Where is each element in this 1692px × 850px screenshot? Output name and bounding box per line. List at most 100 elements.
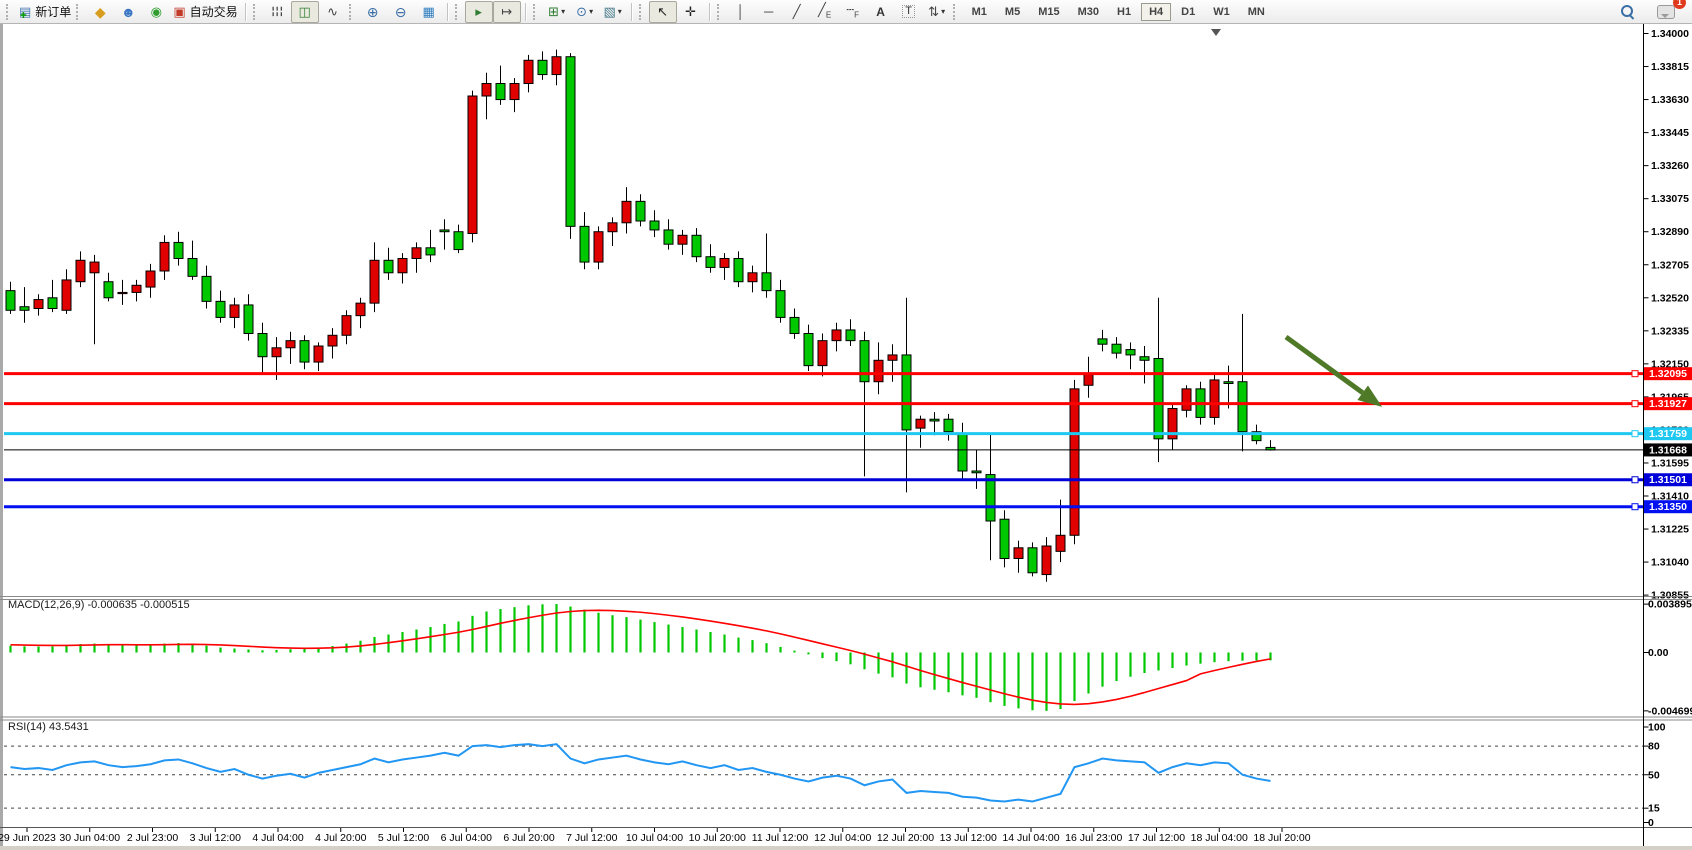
arrows-button[interactable]: ⇅ ▾: [928, 4, 946, 19]
svg-text:1.31595: 1.31595: [1651, 457, 1689, 469]
svg-text:1.31668: 1.31668: [1649, 444, 1687, 456]
dropdown-caret-icon[interactable]: ▾: [561, 7, 566, 16]
timeframe-D1-button[interactable]: D1: [1181, 5, 1196, 18]
line-chart-button[interactable]: ∿: [327, 4, 339, 19]
text-button[interactable]: A: [876, 4, 885, 19]
price-tag: [1644, 397, 1692, 411]
toolbar-grip[interactable]: [252, 3, 259, 20]
new-order-button[interactable]: ▤ ✚ 新订单: [19, 4, 72, 20]
svg-text:1.30855: 1.30855: [1651, 590, 1689, 602]
hline-1.32095[interactable]: 1.32095: [4, 367, 1692, 381]
dropdown-caret-icon[interactable]: ▾: [941, 7, 946, 16]
candlestick-chart-button[interactable]: ◫: [290, 0, 319, 23]
trendline-button[interactable]: ╱: [792, 4, 801, 19]
svg-text:12 Jul 20:00: 12 Jul 20:00: [877, 832, 934, 844]
zoom-out-button[interactable]: ⊖: [394, 3, 407, 20]
svg-text:7 Jul 12:00: 7 Jul 12:00: [566, 832, 618, 844]
bar-chart-button[interactable]: ☷: [269, 5, 285, 18]
fibonacci-button[interactable]: ┄F: [846, 2, 859, 20]
community-button[interactable]: ☻: [120, 3, 136, 20]
candles: [5, 49, 1276, 582]
vertical-line-button[interactable]: │: [736, 4, 745, 19]
svg-text:13 Jul 12:00: 13 Jul 12:00: [940, 832, 997, 844]
chart-canvas[interactable]: 1.34000 1.33815 1.33630 1.33445 1.33260 1.330…: [0, 24, 1692, 850]
period-button[interactable]: ⊙ ▾: [576, 4, 594, 19]
svg-text:12 Jul 04:00: 12 Jul 04:00: [814, 832, 871, 844]
svg-text:1.33630: 1.33630: [1651, 94, 1689, 106]
auto-trading-button[interactable]: ▣ 自动交易: [173, 4, 238, 19]
chart-shift-button[interactable]: ↦: [492, 0, 521, 23]
price-tag: [1644, 427, 1692, 441]
toolbar-grip[interactable]: [532, 3, 539, 20]
hline-1.31927[interactable]: 1.31927: [4, 397, 1692, 411]
svg-text:29 Jun 2023: 29 Jun 2023: [0, 832, 56, 844]
hline-1.31759[interactable]: 1.31759: [4, 427, 1692, 441]
svg-text:6 Jul 20:00: 6 Jul 20:00: [503, 832, 555, 844]
toolbar: ▤ ✚ 新订单 ◆ ☻ ◉ ▣ 自动交易 ☷ ◫ ∿ ⊕ ⊖ ▦ ▸ ↦ ⊞ ▾ ⊙ ▾ ▧ ▾ ↖ ✛ │ ─ ╱ ╱E ┄F A T ⇅ ▾…: [0, 0, 1692, 24]
dropdown-caret-icon[interactable]: ▾: [617, 7, 622, 16]
toolbar-grip[interactable]: [952, 3, 959, 20]
svg-text:1.34000: 1.34000: [1651, 28, 1689, 40]
timeframe-M15-button[interactable]: M15: [1038, 5, 1060, 18]
toolbar-grip[interactable]: [76, 3, 82, 20]
template-button[interactable]: ▧ ▾: [603, 4, 622, 19]
channel-button[interactable]: ╱E: [818, 2, 832, 20]
toolbar-grip[interactable]: [6, 3, 12, 20]
tile-windows-button[interactable]: ▦: [422, 4, 435, 19]
hline-1.31501[interactable]: 1.31501: [4, 473, 1692, 487]
toolbar-grip[interactable]: [348, 3, 355, 20]
svg-text:1.31350: 1.31350: [1649, 501, 1687, 513]
cursor-button[interactable]: ↖: [648, 0, 677, 23]
macd-signal-line: [10, 609, 1271, 706]
search-button[interactable]: [1614, 1, 1642, 23]
hline-1.31350[interactable]: 1.31350: [4, 500, 1692, 514]
macd-values: -0.000635 -0.000515: [87, 599, 190, 611]
svg-text:1.33260: 1.33260: [1651, 160, 1689, 172]
svg-text:15: 15: [1648, 803, 1660, 815]
annotation-arrow[interactable]: [1284, 334, 1383, 407]
crosshair-button[interactable]: ✛: [685, 4, 697, 19]
chart-shift-marker: [1211, 29, 1221, 36]
timeframe-H1-button[interactable]: H1: [1117, 5, 1132, 18]
toolbar-grip[interactable]: [716, 3, 723, 20]
svg-text:0.003895: 0.003895: [1648, 599, 1692, 611]
label-button[interactable]: T: [895, 1, 923, 23]
svg-text:1.33445: 1.33445: [1651, 127, 1689, 139]
auto-scroll-button[interactable]: ▸: [464, 0, 493, 23]
svg-text:1.31501: 1.31501: [1649, 474, 1687, 486]
svg-text:10 Jul 04:00: 10 Jul 04:00: [626, 832, 683, 844]
svg-text:16 Jul 23:00: 16 Jul 23:00: [1065, 832, 1122, 844]
svg-text:2 Jul 23:00: 2 Jul 23:00: [127, 832, 179, 844]
svg-text:5 Jul 12:00: 5 Jul 12:00: [378, 832, 430, 844]
price-tag: [1644, 473, 1692, 487]
svg-text:1.32095: 1.32095: [1649, 368, 1687, 380]
svg-text:1.31410: 1.31410: [1651, 491, 1689, 503]
hline-1.31668[interactable]: 1.31668: [4, 443, 1692, 457]
macd-indicator-label: MACD(12,26,9) -0.000635 -0.000515: [8, 599, 190, 611]
notifications-button[interactable]: 1: [1652, 0, 1686, 23]
zoom-in-button[interactable]: ⊕: [366, 3, 379, 20]
horizontal-line-button[interactable]: ─: [764, 4, 774, 19]
signals-button[interactable]: ◉: [150, 4, 162, 19]
svg-text:14 Jul 04:00: 14 Jul 04:00: [1002, 832, 1059, 844]
rsi-axis[interactable]: 100 80 50 15 0: [1643, 722, 1666, 830]
timeframe-MN-button[interactable]: MN: [1247, 5, 1265, 18]
svg-text:1.31225: 1.31225: [1651, 524, 1689, 536]
timeframe-W1-button[interactable]: W1: [1213, 5, 1230, 18]
timeframe-M1-button[interactable]: M1: [971, 5, 987, 18]
svg-text:-0.004699: -0.004699: [1648, 705, 1692, 717]
dropdown-caret-icon[interactable]: ▾: [589, 7, 594, 16]
toolbar-grip[interactable]: [454, 3, 461, 20]
new-chart-button[interactable]: ⊞ ▾: [548, 4, 566, 19]
timeframe-H4-button[interactable]: H4: [1141, 2, 1172, 21]
macd-axis[interactable]: 0.003895 0.00 -0.004699: [1643, 599, 1692, 718]
svg-text:6 Jul 04:00: 6 Jul 04:00: [441, 832, 493, 844]
date-axis[interactable]: 29 Jun 2023 30 Jun 04:00 2 Jul 23:00 3 Jul …: [0, 828, 1311, 844]
notification-badge: 1: [1673, 0, 1686, 9]
svg-text:4 Jul 20:00: 4 Jul 20:00: [315, 832, 367, 844]
timeframe-M5-button[interactable]: M5: [1004, 5, 1021, 18]
timeframe-M30-button[interactable]: M30: [1077, 5, 1099, 18]
toolbar-grip[interactable]: [638, 3, 645, 20]
horn-button[interactable]: ◆: [94, 3, 106, 20]
svg-text:1.32520: 1.32520: [1651, 292, 1689, 304]
